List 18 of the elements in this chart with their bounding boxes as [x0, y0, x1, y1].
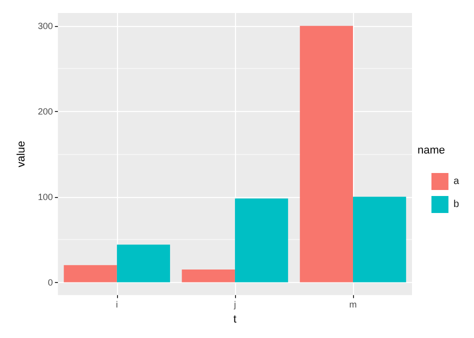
y-tick-label: 200: [38, 106, 53, 116]
bar: [352, 196, 406, 282]
y-tick-label: 100: [38, 192, 53, 202]
legend-label: b: [453, 199, 460, 210]
legend-title: name: [417, 144, 446, 156]
x-tick-label: i: [116, 300, 118, 310]
x-tick-label: j: [232, 300, 236, 310]
x-tick-label: m: [349, 300, 357, 310]
bar: [116, 244, 170, 282]
bar: [300, 26, 353, 282]
legend-label: a: [453, 176, 460, 187]
bar: [182, 269, 235, 282]
y-axis-title: value: [16, 140, 28, 168]
bar: [234, 198, 288, 282]
x-axis-title: t: [233, 314, 236, 326]
y-tick-label: 300: [38, 20, 53, 31]
bar: [64, 265, 117, 282]
y-tick-label: 0: [48, 277, 53, 288]
